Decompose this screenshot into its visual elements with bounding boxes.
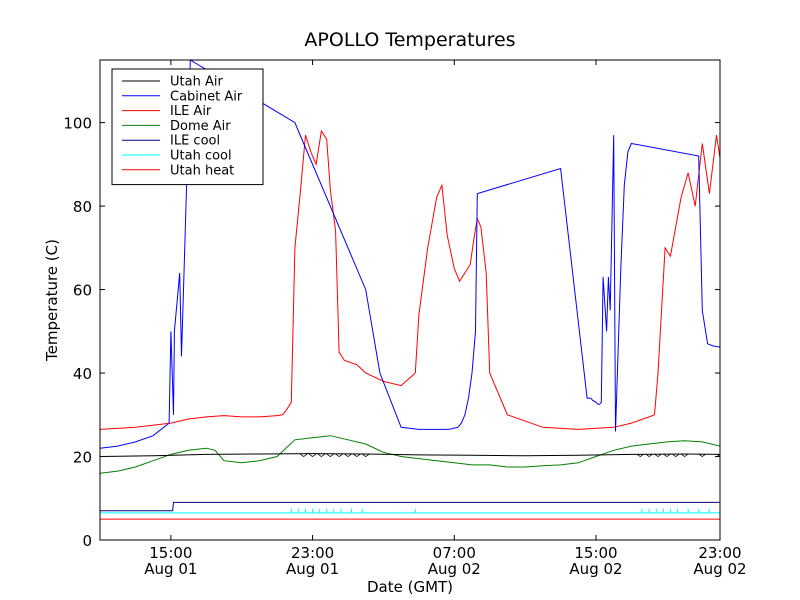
utah-air-wiggle: [308, 453, 317, 458]
utah-air-wiggle: [698, 453, 707, 458]
utah-air-wiggle: [344, 453, 352, 458]
legend-label-cabinet-air: Cabinet Air: [170, 89, 243, 104]
y-tick-label: 80: [73, 198, 92, 216]
y-axis-label: Temperature (C): [43, 239, 61, 362]
series-line-ile-air: [100, 129, 720, 430]
y-tick-label: 20: [73, 449, 92, 467]
x-tick-label-time: 23:00: [698, 544, 741, 562]
x-tick-label-time: 15:00: [574, 544, 617, 562]
legend-label-utah-air: Utah Air: [170, 75, 223, 90]
utah-air-wiggle: [361, 453, 370, 458]
series-line-ile-cool: [100, 501, 720, 512]
utah-air-wiggle: [671, 453, 680, 458]
utah-air-wiggle: [317, 453, 326, 458]
utah-air-wiggle: [299, 453, 308, 458]
x-tick-label-date: Aug 02: [428, 560, 481, 578]
series-line-dome-air: [100, 435, 720, 474]
legend-label-dome-air: Dome Air: [170, 119, 231, 134]
x-tick-label-time: 07:00: [433, 544, 476, 562]
utah-air-wiggle: [680, 453, 689, 458]
utah-air-wiggle: [326, 453, 335, 458]
utah-air-wiggle: [663, 453, 671, 458]
utah-air-wiggle: [654, 453, 662, 458]
plot-frame: [99, 59, 721, 541]
y-tick-label: 60: [73, 282, 92, 300]
chart-title: APOLLO Temperatures: [304, 29, 515, 51]
legend-label-ile-air: ILE Air: [170, 104, 212, 119]
legend-box: [111, 68, 264, 186]
x-tick-label-time: 15:00: [149, 544, 192, 562]
x-tick-label-date: Aug 02: [693, 560, 746, 578]
utah-air-wiggle: [636, 453, 645, 458]
series-layer: [100, 60, 720, 520]
y-tick-label: 40: [73, 365, 92, 383]
utah-air-wiggle: [353, 453, 361, 458]
legend-label-ile-cool: ILE cool: [170, 134, 220, 149]
utah-air-wiggle: [645, 453, 653, 458]
y-tick-label: 0: [82, 532, 92, 550]
utah-air-wiggle: [716, 453, 720, 458]
x-tick-label-date: Aug 01: [286, 560, 339, 578]
legend-label-utah-cool: Utah cool: [170, 149, 232, 164]
x-tick-label-time: 23:00: [291, 544, 334, 562]
utah-air-wiggle: [335, 453, 343, 458]
series-line-utah-air: [100, 453, 720, 457]
x-tick-label-date: Aug 01: [144, 560, 197, 578]
y-tick-label: 100: [63, 115, 92, 133]
legend-label-utah-heat: Utah heat: [170, 163, 234, 178]
x-tick-label-date: Aug 02: [569, 560, 622, 578]
x-axis-label: Date (GMT): [367, 578, 453, 596]
